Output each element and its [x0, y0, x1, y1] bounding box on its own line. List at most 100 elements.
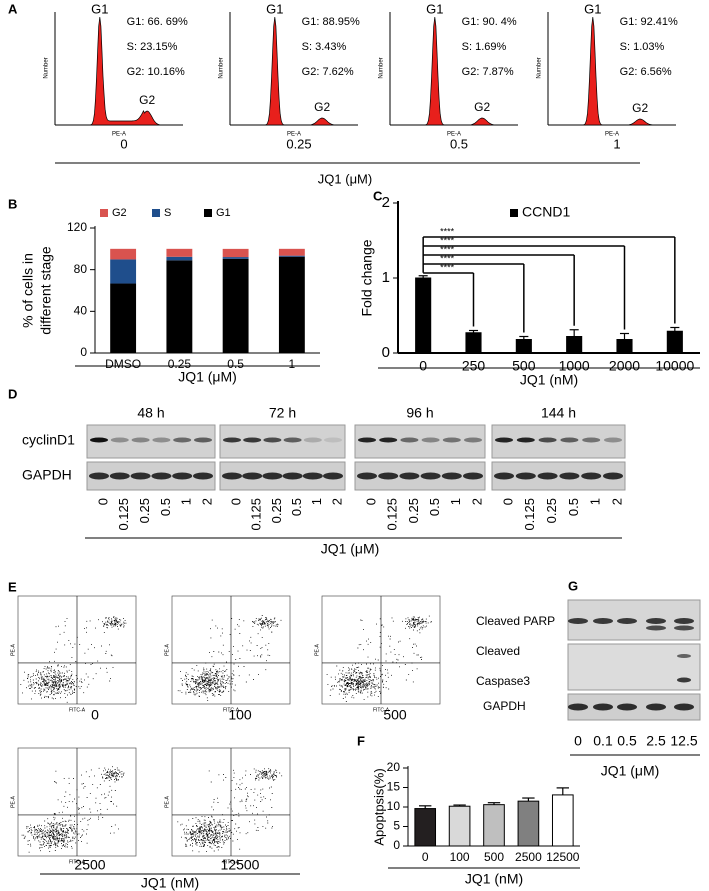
x-tick-label: DMSO	[105, 357, 141, 371]
stat-label: G2: 7.62%	[302, 66, 354, 78]
blot-band	[263, 437, 282, 443]
x-axis-label: JQ1 (μM)	[178, 369, 237, 385]
lane-label: 0.25	[269, 498, 284, 523]
error-bar	[556, 787, 569, 795]
blot-band	[674, 618, 694, 624]
x-axis-label: JQ1 (nM)	[520, 372, 578, 388]
axis-label: Number	[537, 57, 543, 78]
stat-label: G1: 66. 69%	[127, 16, 188, 28]
blot-band	[400, 437, 419, 443]
blot-band	[495, 437, 513, 443]
lane-label: 0.5	[158, 498, 173, 516]
legend-swatch	[204, 209, 212, 217]
blot-band	[109, 472, 130, 480]
axis-label: FITC-A	[69, 707, 86, 713]
x-tick-label: 1000	[559, 358, 590, 374]
blot-band	[194, 437, 212, 443]
blot-band	[358, 437, 376, 443]
axis-label: FITC-A	[223, 859, 240, 865]
error-bar	[670, 326, 680, 332]
blot-band	[581, 472, 602, 480]
bar	[515, 339, 532, 354]
y-tick-label: 0	[393, 838, 400, 852]
stat-label: S: 1.69%	[462, 41, 507, 53]
legend-label: CCND1	[522, 204, 570, 220]
lane-label: 0.25	[406, 498, 421, 523]
lane-label: 0.1	[593, 733, 613, 749]
lane-label: 0.125	[522, 498, 537, 531]
bar-segment	[166, 248, 193, 257]
peak-label: G1	[91, 1, 108, 16]
stat-label: S: 23.15%	[127, 41, 178, 53]
lane-label: 0.125	[249, 498, 264, 531]
blot-band	[617, 703, 637, 711]
blot-strip	[491, 461, 626, 491]
blot-strip	[567, 643, 701, 691]
y-tick-label: 0	[80, 345, 87, 359]
peak-label: G1	[426, 1, 443, 16]
blot-band	[193, 472, 213, 480]
blot-band	[378, 472, 399, 480]
legend-swatch	[152, 209, 160, 217]
bar-segment	[222, 257, 249, 259]
lane-label: 2	[609, 498, 624, 505]
lane-label: 0	[363, 498, 378, 505]
axis-label: PE-A	[164, 644, 170, 656]
blot-band	[323, 472, 343, 480]
histogram-shape	[230, 16, 358, 126]
blot-band	[560, 437, 579, 443]
error-bar	[522, 797, 535, 802]
lane-label: 0.5	[289, 498, 304, 516]
blot-band	[421, 437, 440, 443]
x-tick-label: 0	[422, 850, 429, 864]
stat-label: S: 3.43%	[302, 41, 347, 53]
lane-label: 0	[500, 498, 515, 505]
peak-label: G2	[139, 93, 155, 107]
legend-swatch	[510, 209, 518, 217]
error-bar	[619, 332, 630, 340]
error-bar	[487, 802, 501, 805]
x-tick-label: 0.5	[227, 357, 244, 371]
significance-label: ****	[440, 262, 455, 272]
x-tick-label: 1	[289, 357, 296, 371]
significance-label: ****	[440, 226, 455, 236]
significance-label: ****	[440, 253, 455, 263]
blot-strip	[219, 424, 346, 459]
blot-band	[172, 472, 193, 480]
y-tick-label: 20	[387, 760, 401, 774]
plot-label: 12500	[221, 857, 260, 873]
axis-label: PE-A	[447, 132, 461, 138]
significance-label: ****	[440, 244, 455, 254]
time-label: 72 h	[269, 405, 296, 421]
blot-strip	[86, 424, 216, 459]
plot-label: 2500	[74, 857, 105, 873]
histogram-shape	[548, 16, 676, 126]
blot-band	[582, 437, 601, 443]
bar-segment	[110, 259, 137, 284]
blot-band	[303, 437, 322, 443]
error-bar	[519, 335, 529, 340]
blot-strip	[491, 424, 626, 459]
blot-band	[516, 437, 535, 443]
x-axis-label: JQ1 (nM)	[465, 871, 523, 887]
blot-band	[494, 472, 514, 480]
blot-strip	[354, 424, 486, 459]
bar-segment	[278, 255, 305, 257]
blot-band	[151, 472, 172, 480]
lane-label: 1	[179, 498, 194, 505]
stat-label: G2: 6.56%	[620, 66, 672, 78]
y-tick-label: 40	[74, 304, 88, 318]
axis-label: FITC-A	[223, 707, 240, 713]
blot-band	[674, 625, 694, 631]
y-axis-label: Fold change	[359, 239, 375, 316]
lane-label: 0	[574, 733, 582, 749]
blot-band	[242, 472, 263, 480]
lane-label: 0.5	[566, 498, 581, 516]
row-label: Caspase3	[476, 674, 530, 688]
lane-label: 1	[309, 498, 324, 505]
y-axis-label: different stage	[38, 246, 54, 335]
x-tick-label: 250	[462, 358, 486, 374]
bar	[666, 330, 683, 354]
flow-dots	[20, 615, 127, 703]
bar	[616, 339, 633, 354]
